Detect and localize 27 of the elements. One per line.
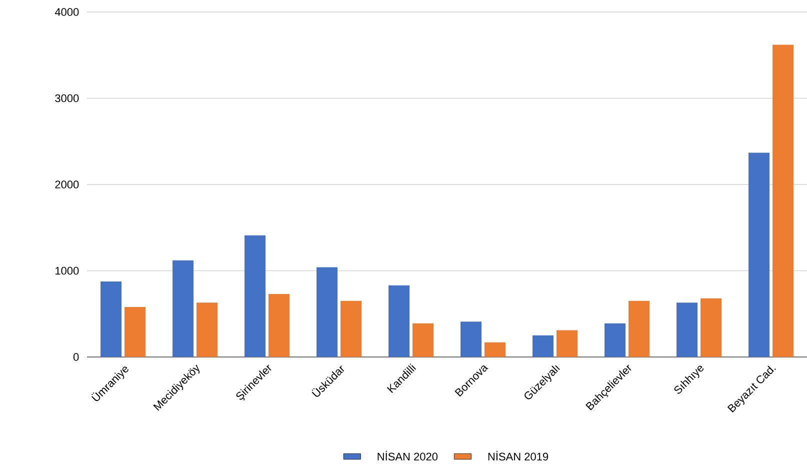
bar [676, 302, 698, 357]
bar [172, 260, 194, 357]
bar [484, 342, 506, 357]
y-tick-label: 1000 [56, 266, 79, 275]
bar [628, 300, 650, 357]
legend-label: NİSAN 2019 [488, 450, 548, 461]
bar [604, 323, 626, 357]
bar [532, 335, 554, 357]
bar [100, 282, 122, 357]
bar [700, 298, 722, 357]
bar [268, 294, 290, 357]
bar [556, 330, 578, 357]
bar [244, 235, 266, 357]
y-tick-label: 0 [73, 353, 79, 361]
legend-label: NİSAN 2020 [378, 450, 438, 461]
bar [124, 306, 146, 357]
y-tick-label: 2000 [55, 180, 79, 188]
y-tick-label: 3000 [55, 94, 79, 102]
bar [772, 44, 794, 357]
bar [460, 322, 482, 357]
bar [316, 267, 338, 357]
bar [412, 323, 434, 357]
bar [748, 152, 770, 357]
y-tick-label: 4000 [54, 8, 79, 16]
bar [196, 302, 218, 357]
bar [340, 300, 362, 357]
bar [388, 285, 410, 357]
